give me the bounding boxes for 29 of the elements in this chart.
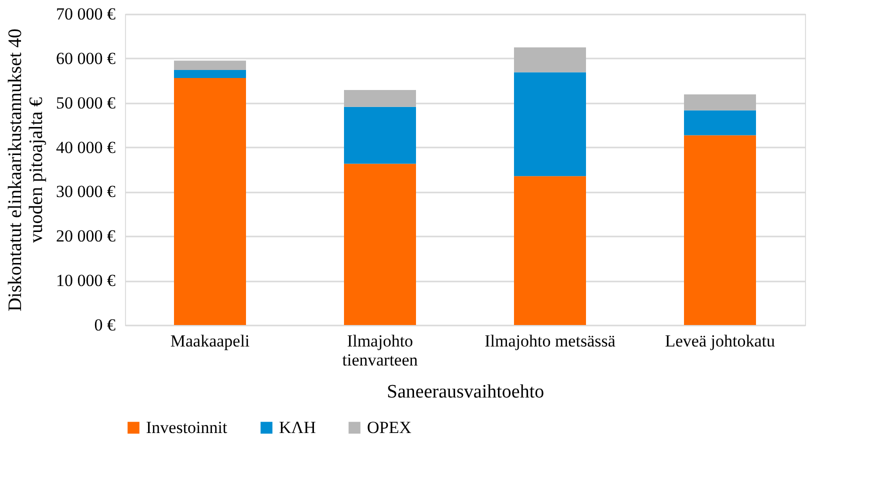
- x-tick-label: Ilmajohto metsässä: [484, 332, 616, 350]
- y-tick-label: 60 000 €: [56, 48, 116, 68]
- x-tick-label: Maakaapeli: [170, 332, 250, 350]
- bar: [684, 94, 756, 110]
- bar: [514, 176, 586, 325]
- x-axis-title: Saneerausvaihtoehto: [386, 382, 544, 402]
- y-tick-label: 40 000 €: [56, 138, 116, 157]
- x-tick-label: Ilmajohto tienvarteen: [342, 332, 418, 370]
- bar: [684, 110, 756, 136]
- y-tick-label: 50 000 €: [56, 93, 116, 112]
- x-tick-label: Leveä johtokatu: [665, 332, 776, 350]
- bar: [174, 70, 246, 78]
- legend-label: OPEX: [367, 418, 412, 437]
- y-tick-label: 20 000 €: [56, 226, 116, 246]
- bar: [514, 72, 586, 176]
- y-tick-label: 0 €: [94, 316, 116, 334]
- legend-label: Investoinnit: [146, 418, 228, 437]
- bar: [514, 47, 586, 72]
- bar: [174, 78, 246, 325]
- y-tick-label: 30 000 €: [56, 182, 116, 202]
- y-tick-label: 10 000 €: [56, 271, 116, 290]
- bar: [684, 135, 756, 325]
- bar: [344, 90, 416, 107]
- bar: [174, 60, 246, 70]
- legend-label: KΛH: [279, 418, 316, 437]
- bar: [344, 106, 416, 164]
- y-tick-label: 70 000 €: [56, 4, 116, 24]
- bar: [344, 164, 416, 325]
- y-axis-title: Diskontatut elinkaarikustannukset 40 vuoden pitoajalta €: [5, 28, 47, 312]
